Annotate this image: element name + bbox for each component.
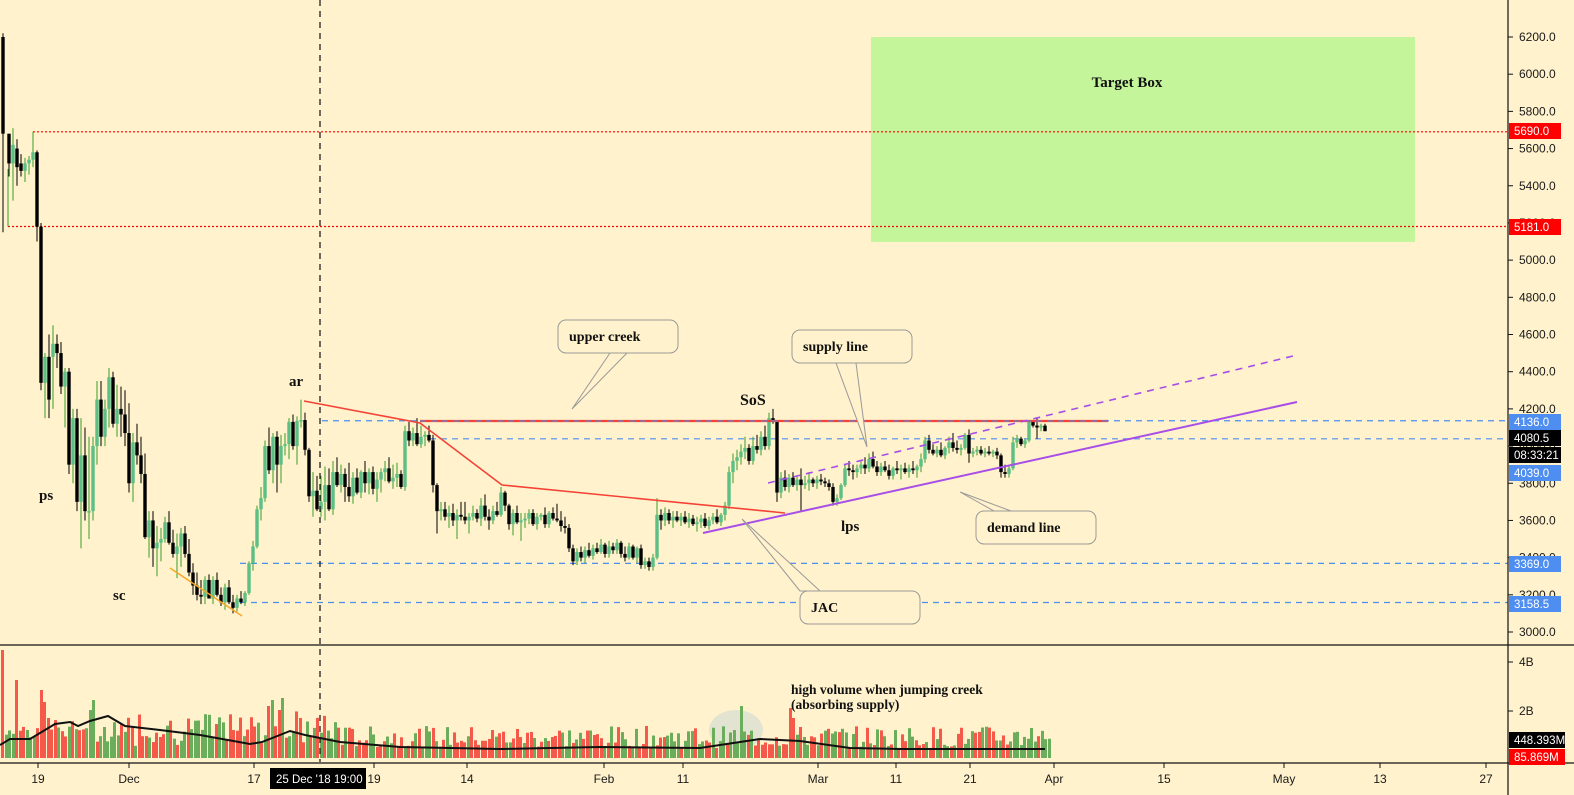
time-tick: Dec [118, 772, 139, 786]
price-badge [1509, 447, 1561, 463]
svg-text:448.393M: 448.393M [1514, 735, 1565, 747]
volume-badge [1509, 732, 1565, 748]
svg-text:3158.5: 3158.5 [1514, 599, 1549, 611]
price-tick: 4600.0 [1519, 328, 1556, 342]
volume-tick: 4B [1519, 655, 1534, 669]
volume-bars [0, 650, 1051, 758]
callout-jac[interactable]: JAC [741, 518, 921, 625]
time-tick: 19 [31, 772, 45, 786]
label-sc: sc [113, 588, 126, 604]
resistance-levels [7, 131, 1508, 228]
time-tick: 27 [1479, 772, 1493, 786]
creek-trendline[interactable] [303, 400, 786, 514]
price-tick: 5800.0 [1519, 104, 1556, 118]
label-sos: SoS [740, 392, 766, 409]
time-tick: 19 [367, 772, 381, 786]
price-badge [1509, 556, 1561, 572]
label-lps: lps [841, 519, 860, 535]
price-tick: 5600.0 [1519, 142, 1556, 156]
trend-lines[interactable] [169, 355, 1298, 617]
svg-text:5181.0: 5181.0 [1514, 222, 1549, 234]
volume-ma-line [0, 714, 1045, 751]
price-tick: 4400.0 [1519, 365, 1556, 379]
time-tick: Mar [808, 772, 829, 786]
demand-trendline[interactable] [702, 401, 1298, 534]
price-badge [1509, 414, 1561, 430]
time-tick: Apr [1045, 772, 1064, 786]
time-tick: 13 [1373, 772, 1387, 786]
volume-tick: 2B [1519, 704, 1534, 718]
price-tick: 4200.0 [1519, 402, 1556, 416]
time-tick: 11 [890, 772, 903, 786]
time-tick: 17 [247, 772, 261, 786]
label-ar: ar [289, 374, 304, 390]
price-tick: 3000.0 [1519, 625, 1556, 639]
time-tick: 14 [460, 772, 474, 786]
price-candles [1, 33, 1047, 614]
svg-text:upper creek: upper creek [569, 330, 641, 345]
price-tick: 6200.0 [1519, 30, 1556, 44]
svg-text:3369.0: 3369.0 [1514, 559, 1549, 571]
annotations: upper creek supply line demand line JAC SoS l… [39, 319, 1097, 712]
volume-badge [1509, 749, 1565, 765]
svg-text:5690.0: 5690.0 [1514, 126, 1549, 138]
price-badge [1509, 465, 1561, 481]
svg-text:25 Dec '18 19:00: 25 Dec '18 19:00 [276, 774, 363, 786]
callout-upper-creek[interactable]: upper creek [557, 319, 679, 410]
price-badge [1509, 596, 1561, 612]
svg-text:JAC: JAC [811, 601, 838, 616]
volume-note-2: (absorbing supply) [791, 697, 899, 712]
svg-text:08:33:21: 08:33:21 [1514, 450, 1559, 462]
price-badge [1509, 219, 1561, 235]
price-tick: 5400.0 [1519, 179, 1556, 193]
volume-note: high volume when jumping creek [791, 682, 983, 697]
target-box-zone[interactable]: Target Box [871, 37, 1415, 242]
time-tick: 21 [963, 772, 977, 786]
time-tick: Feb [594, 772, 615, 786]
svg-text:4039.0: 4039.0 [1514, 468, 1549, 480]
target-box-label: Target Box [1092, 75, 1163, 91]
price-badge [1509, 123, 1561, 139]
label-ps: ps [39, 488, 53, 504]
svg-text:85.869M: 85.869M [1514, 752, 1559, 764]
callout-demand-line[interactable]: demand line [959, 491, 1097, 545]
price-tick: 4800.0 [1519, 290, 1556, 304]
time-tick: 15 [1157, 772, 1171, 786]
svg-text:demand line: demand line [987, 521, 1061, 536]
crosshair-time-badge [270, 768, 366, 789]
price-tick: 6000.0 [1519, 67, 1556, 81]
price-tick: 5000.0 [1519, 253, 1556, 267]
target-box[interactable] [871, 37, 1415, 242]
callout-supply-line[interactable]: supply line [791, 329, 913, 448]
price-badge [1509, 430, 1561, 446]
price-tick: 3600.0 [1519, 513, 1556, 527]
time-tick: 11 [677, 772, 690, 786]
svg-text:4136.0: 4136.0 [1514, 417, 1549, 429]
time-tick: May [1273, 772, 1296, 786]
svg-text:4080.5: 4080.5 [1514, 433, 1549, 445]
selling-climax-line[interactable] [169, 567, 243, 617]
svg-text:supply line: supply line [803, 340, 868, 355]
